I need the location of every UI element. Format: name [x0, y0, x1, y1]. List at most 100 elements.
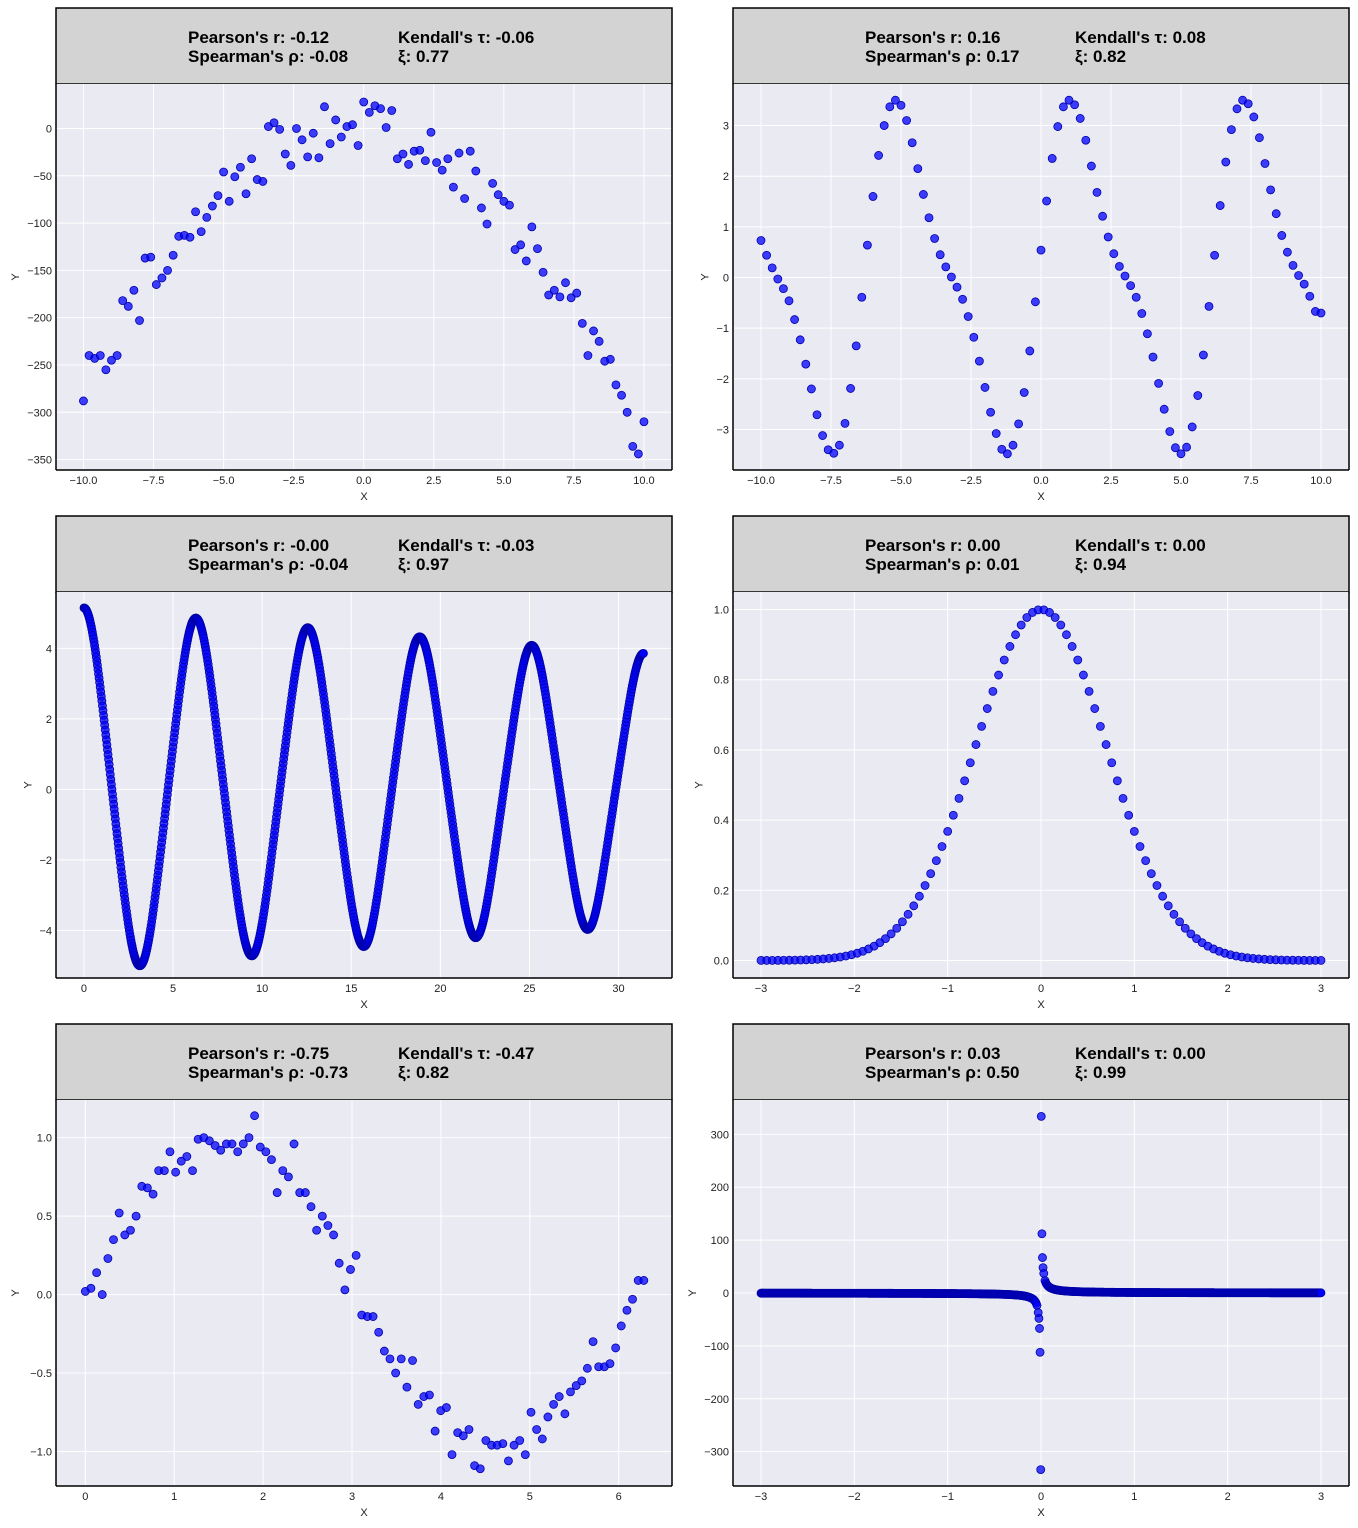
data-point — [1092, 187, 1102, 197]
data-point — [504, 1456, 513, 1466]
data-point — [773, 274, 783, 284]
data-point — [784, 296, 794, 306]
data-point — [840, 418, 850, 428]
data-point — [131, 1211, 141, 1221]
data-point — [975, 356, 984, 366]
pearson-stat: Pearson's r: -0.75 — [188, 1044, 329, 1063]
data-point — [560, 1409, 570, 1419]
data-point — [1036, 1465, 1046, 1475]
y-tick-label: −0.5 — [30, 1368, 52, 1380]
chart-panel-6: Pearson's r: 0.03 Kendall's τ: 0.00 Spearm… — [687, 1023, 1350, 1519]
data-point — [303, 152, 313, 162]
data-point — [516, 240, 526, 250]
data-point — [142, 1183, 152, 1193]
data-point — [1158, 891, 1168, 901]
data-point — [329, 1230, 339, 1240]
data-point — [874, 151, 883, 160]
data-point — [340, 1285, 350, 1295]
data-point — [762, 250, 771, 260]
data-point — [605, 1359, 615, 1369]
data-point — [611, 1343, 621, 1353]
xi-stat: ξ: 0.97 — [398, 555, 449, 574]
data-point — [510, 245, 520, 254]
y-tick-label: −200 — [27, 313, 52, 325]
x-tick-label: 0 — [1038, 1491, 1044, 1503]
y-tick-label: −1.0 — [30, 1446, 52, 1458]
y-tick-label: 1.0 — [37, 1133, 52, 1145]
spearman-stat: Spearman's ρ: 0.01 — [865, 555, 1019, 574]
x-tick-label: 4 — [438, 1491, 444, 1503]
y-tick-label: −1 — [716, 323, 729, 335]
data-point — [488, 178, 498, 188]
data-point — [986, 407, 995, 417]
data-point — [300, 1188, 310, 1197]
data-point — [458, 1431, 468, 1441]
data-point — [224, 196, 234, 206]
data-point — [616, 1321, 626, 1331]
y-tick-label: −150 — [27, 265, 52, 277]
x-tick-label: −5.0 — [213, 475, 235, 487]
y-tick-label: 0 — [723, 273, 729, 285]
data-point — [1169, 909, 1179, 919]
data-point — [289, 1139, 299, 1149]
data-point — [368, 1312, 378, 1321]
data-point — [269, 118, 279, 128]
x-tick-label: −1 — [941, 1491, 954, 1503]
data-point — [622, 407, 632, 417]
data-point — [1180, 923, 1190, 933]
xi-stat: ξ: 0.77 — [398, 47, 449, 66]
data-point — [526, 1407, 536, 1417]
data-point — [924, 213, 934, 223]
data-point — [1031, 297, 1040, 307]
data-point — [205, 1136, 214, 1146]
x-tick-label: −2 — [848, 1491, 861, 1503]
data-point — [914, 891, 924, 901]
data-point — [109, 1235, 118, 1245]
data-point — [314, 153, 324, 163]
data-point — [498, 1439, 508, 1449]
data-point — [398, 149, 408, 159]
data-point — [471, 166, 481, 176]
data-points — [79, 97, 649, 459]
data-point — [334, 1258, 344, 1268]
y-tick-label: 0 — [46, 784, 52, 796]
data-point — [958, 294, 967, 304]
data-point — [537, 1434, 547, 1444]
data-point — [1042, 196, 1051, 206]
x-tick-label: 3 — [349, 1491, 355, 1503]
data-point — [1243, 99, 1253, 109]
x-tick-label: −3 — [755, 983, 768, 995]
data-point — [376, 104, 385, 113]
data-point — [1008, 440, 1018, 450]
kendall-stat: Kendall's τ: -0.03 — [398, 536, 534, 555]
data-point — [521, 256, 531, 266]
data-point — [555, 292, 565, 302]
data-point — [960, 776, 970, 786]
data-point — [1126, 281, 1135, 291]
data-point — [1098, 211, 1107, 221]
data-point — [1079, 670, 1088, 680]
x-tick-label: 2 — [1225, 983, 1231, 995]
data-point — [202, 212, 212, 222]
data-point — [123, 301, 133, 311]
y-tick-label: −50 — [33, 171, 52, 183]
data-point — [1107, 758, 1117, 768]
chart-panel-4: Pearson's r: 0.00 Kendall's τ: 0.00 Spearm… — [693, 515, 1350, 1011]
data-point — [790, 315, 799, 324]
data-point — [639, 417, 649, 427]
data-point — [402, 1382, 412, 1392]
y-tick-label: 0.0 — [37, 1290, 52, 1302]
data-point — [1186, 929, 1196, 939]
data-point — [909, 901, 919, 911]
data-point — [913, 164, 923, 174]
x-tick-label: 5 — [170, 983, 176, 995]
data-points — [756, 605, 1326, 965]
data-point — [1232, 104, 1242, 114]
data-point — [622, 1305, 632, 1315]
x-tick-label: 1 — [1131, 983, 1137, 995]
chart-panel-1: Pearson's r: -0.12 Kendall's τ: -0.06 Spea… — [10, 7, 673, 503]
data-point — [1175, 917, 1184, 927]
data-point — [379, 1346, 389, 1356]
